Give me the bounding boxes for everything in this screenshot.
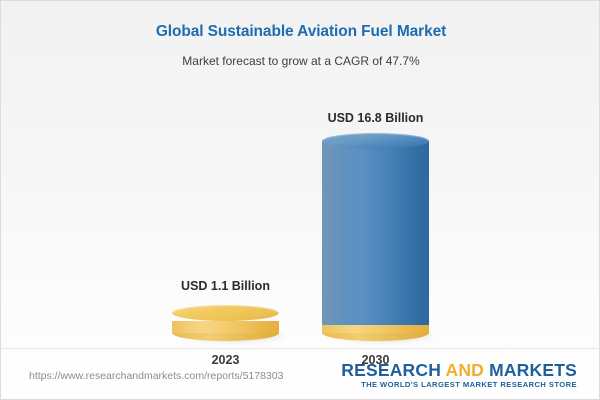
category-label-2023: 2023 xyxy=(211,353,240,367)
chart-subtitle: Market forecast to grow at a CAGR of 47.… xyxy=(182,54,420,68)
bar-base-side-2030 xyxy=(322,325,429,333)
chart-title: Global Sustainable Aviation Fuel Market xyxy=(155,23,447,40)
report-url[interactable]: https://www.researchandmarkets.com/repor… xyxy=(29,370,284,382)
bar-value-label-2023: USD 1.1 Billion xyxy=(181,279,270,293)
logo-tagline: THE WORLD'S LARGEST MARKET RESEARCH STOR… xyxy=(361,380,577,390)
bar-side-2023 xyxy=(172,321,279,333)
bar-top-ellipse-2023 xyxy=(172,305,279,321)
logo-word-markets: MARKETS xyxy=(489,360,577,380)
category-label-2030: 2030 xyxy=(361,353,390,367)
chart-plot-area: USD 1.1 Billion 2023 USD 16.8 Billion xyxy=(1,79,599,367)
bar-group-2023: USD 1.1 Billion 2023 xyxy=(172,99,286,367)
logo-word-and: AND xyxy=(445,360,484,380)
logo-wordmark: RESEARCH AND MARKETS xyxy=(341,361,577,379)
bar-value-label-2030: USD 16.8 Billion xyxy=(327,111,424,125)
bar-side-2030 xyxy=(322,141,429,325)
bar-top-ellipse-2030 xyxy=(322,133,429,149)
footer: https://www.researchandmarkets.com/repor… xyxy=(1,349,599,399)
footer-divider xyxy=(2,348,598,349)
bar-group-2030: USD 16.8 Billion 2030 xyxy=(322,99,436,367)
logo-word-research: RESEARCH xyxy=(341,360,442,380)
research-and-markets-logo[interactable]: RESEARCH AND MARKETS THE WORLD'S LARGEST… xyxy=(341,361,577,390)
